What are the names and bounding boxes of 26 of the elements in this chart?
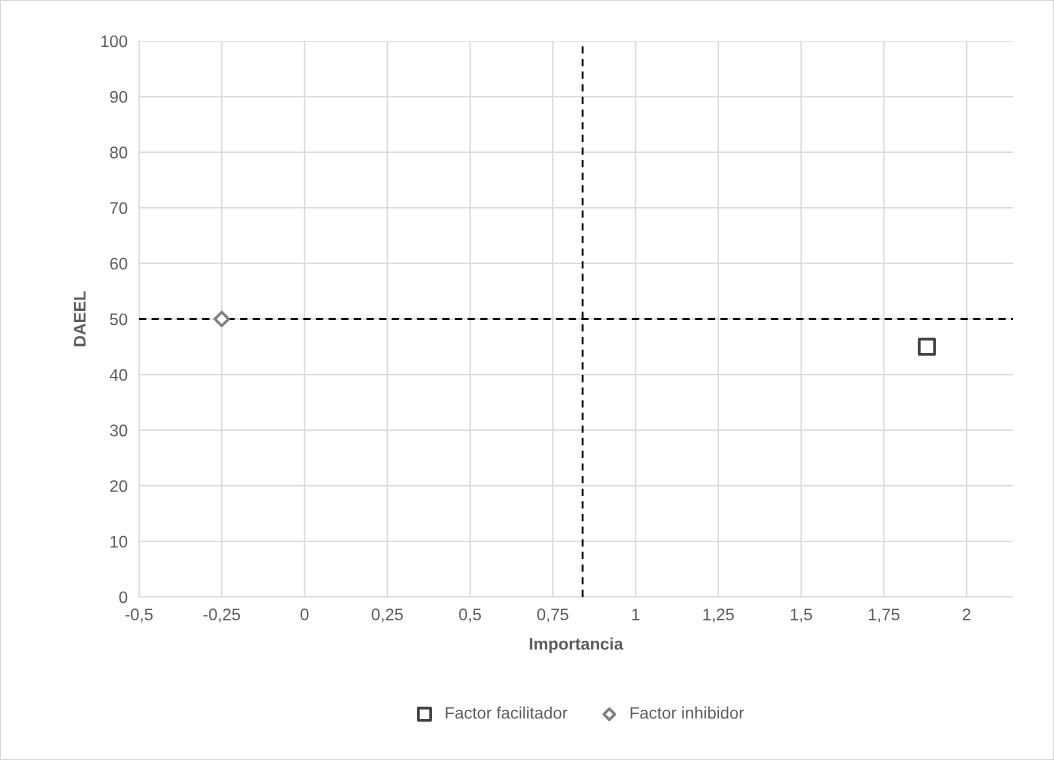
x-tick-label: 0,25 bbox=[371, 608, 403, 623]
x-tick-label: 0 bbox=[300, 608, 309, 621]
x-tick-label: 2 bbox=[962, 608, 971, 621]
y-tick-label: 100 bbox=[101, 35, 128, 48]
x-tick-label: 0,75 bbox=[537, 608, 569, 623]
y-tick-label: 50 bbox=[110, 313, 128, 326]
y-tick-label: 60 bbox=[110, 257, 128, 270]
x-tick-label: 1 bbox=[632, 608, 640, 621]
y-tick-label: 90 bbox=[110, 91, 128, 103]
x-tick-label: 0,5 bbox=[459, 608, 481, 623]
legend-label: Factor inhibidor bbox=[630, 706, 744, 719]
x-tick-label: -0,25 bbox=[203, 608, 241, 623]
y-tick-label: 40 bbox=[109, 369, 128, 381]
x-axis-title: Importancia bbox=[529, 637, 624, 654]
y-tick-label: 80 bbox=[110, 146, 128, 159]
x-tick-label: 1,75 bbox=[868, 608, 900, 623]
y-tick-label: 10 bbox=[110, 535, 128, 548]
y-tick-label: 20 bbox=[110, 480, 128, 492]
y-tick-label: 70 bbox=[110, 202, 128, 214]
x-tick-label: 1,25 bbox=[703, 608, 734, 623]
y-tick-label: 0 bbox=[119, 591, 128, 604]
y-tick-label: 30 bbox=[109, 424, 128, 437]
x-tick-label: 1,5 bbox=[790, 608, 813, 623]
y-axis-title: DAEEL bbox=[74, 291, 86, 347]
x-tick-label: -0,5 bbox=[125, 608, 153, 623]
legend-label: Factor facilitador bbox=[445, 706, 568, 719]
